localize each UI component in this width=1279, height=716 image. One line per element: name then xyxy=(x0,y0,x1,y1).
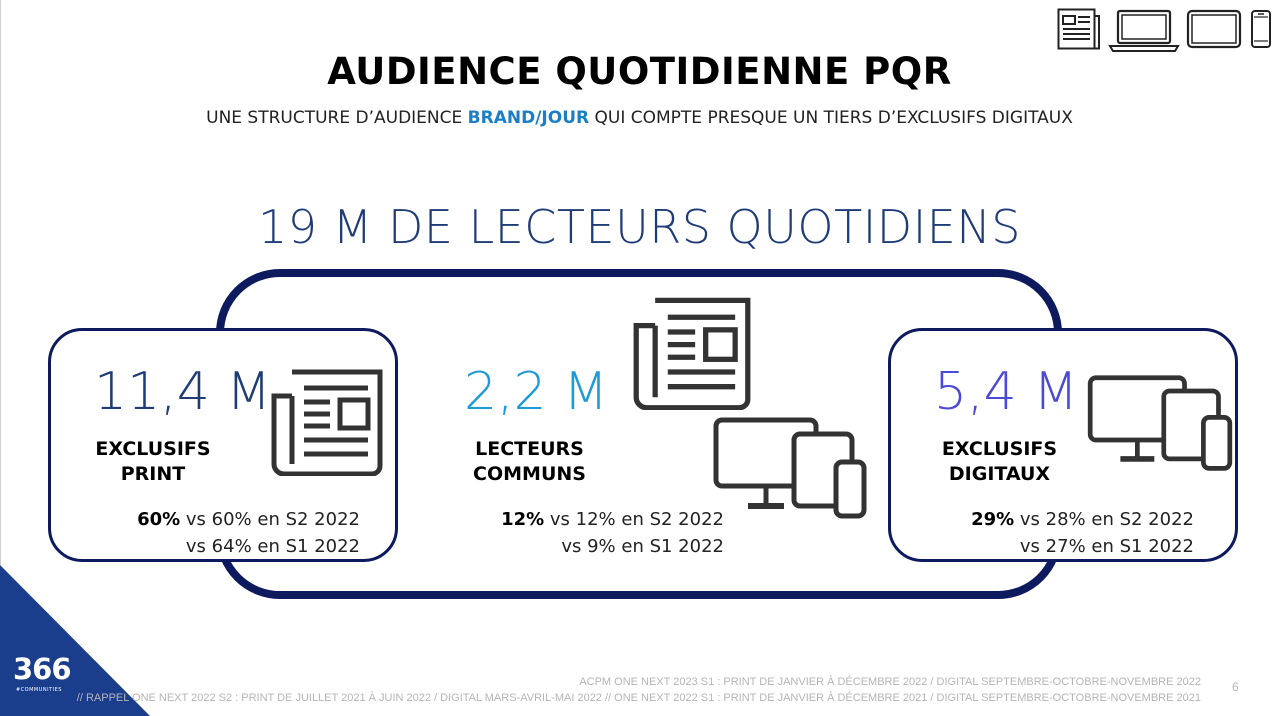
newspaper-icon xyxy=(271,369,383,476)
card-stat: 29% vs 28% en S2 2022 vs 27% en S1 2022 xyxy=(934,506,1194,560)
logo-366: 366 xyxy=(13,652,72,686)
slide-title: AUDIENCE QUOTIDIENNE PQR xyxy=(327,50,952,93)
card-stat-line1: 12% vs 12% en S2 2022 xyxy=(464,506,724,533)
card-vs2: vs 9% en S1 2022 xyxy=(561,536,724,557)
card-vs1: vs 12% en S2 2022 xyxy=(544,509,724,530)
card-pct: 12% xyxy=(501,509,545,530)
card-label: EXCLUSIFS PRINT xyxy=(88,437,218,487)
footer-source-line2: // RAPPEL ONE NEXT 2022 S2 : PRINT DE JU… xyxy=(76,692,1201,704)
laptop-icon xyxy=(1108,9,1180,52)
devices-icon xyxy=(713,417,867,519)
card-value: 2,2 M xyxy=(464,362,609,422)
subtitle-text-before: UNE STRUCTURE D’AUDIENCE xyxy=(206,108,468,128)
newspaper-icon xyxy=(633,297,751,410)
slide-left-border xyxy=(0,0,1,716)
card-stat-line1: 60% vs 60% en S2 2022 xyxy=(100,506,360,533)
phone-icon xyxy=(1251,10,1271,48)
card-vs1: vs 28% en S2 2022 xyxy=(1014,509,1194,530)
corner-logo-triangle xyxy=(0,565,150,716)
card-exclusifs-print xyxy=(48,328,398,562)
card-label-line2: DIGITAUX xyxy=(948,463,1051,485)
card-vs1: vs 60% en S2 2022 xyxy=(180,509,360,530)
page-number: 6 xyxy=(1232,680,1239,694)
subtitle-text-after: QUI COMPTE PRESQUE UN TIERS D’EXCLUSIFS … xyxy=(589,108,1073,128)
card-vs2: vs 64% en S1 2022 xyxy=(185,536,360,557)
card-label: LECTEURS COMMUNS xyxy=(462,437,597,487)
newspaper-icon xyxy=(1057,8,1100,50)
card-label-line2: PRINT xyxy=(120,463,186,485)
card-vs2: vs 27% en S1 2022 xyxy=(1019,536,1194,557)
card-label-line1: LECTEURS xyxy=(475,438,584,460)
card-label-line2: COMMUNS xyxy=(473,463,586,485)
card-stat: 60% vs 60% en S2 2022 vs 64% en S1 2022 xyxy=(100,506,360,560)
card-stat-line1: 29% vs 28% en S2 2022 xyxy=(934,506,1194,533)
subtitle-highlight: BRAND/JOUR xyxy=(467,108,590,128)
card-label-line1: EXCLUSIFS xyxy=(95,438,211,460)
card-stat: 12% vs 12% en S2 2022 vs 9% en S1 2022 xyxy=(464,506,724,560)
card-label: EXCLUSIFS DIGITAUX xyxy=(932,437,1067,487)
card-pct: 29% xyxy=(971,509,1015,530)
card-pct: 60% xyxy=(137,509,181,530)
logo-subtext: #COMMUNITIES xyxy=(16,687,62,693)
footer-source-line1: ACPM ONE NEXT 2023 S1 : PRINT DE JANVIER… xyxy=(579,676,1201,688)
headline: 19 M DE LECTEURS QUOTIDIENS xyxy=(258,200,1021,254)
slide-subtitle: UNE STRUCTURE D’AUDIENCE BRAND/JOUR QUI … xyxy=(0,108,1279,128)
tablet-icon xyxy=(1186,9,1242,49)
card-label-line1: EXCLUSIFS xyxy=(941,438,1058,460)
card-value: 11,4 M xyxy=(94,362,272,422)
devices-icon xyxy=(1087,375,1233,471)
card-value: 5,4 M xyxy=(934,362,1079,422)
